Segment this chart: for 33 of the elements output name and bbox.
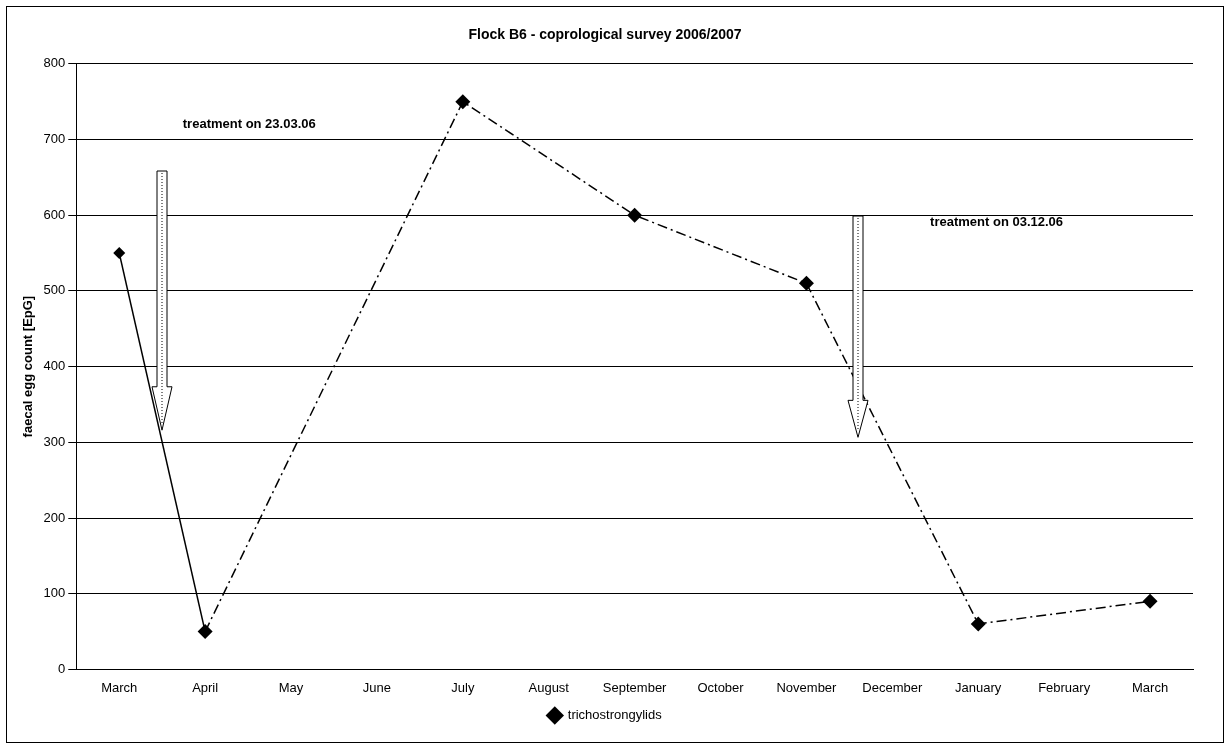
point xyxy=(455,94,471,110)
point xyxy=(113,247,126,260)
y-tick-label: 700 xyxy=(43,131,66,147)
x-tick-label: November xyxy=(776,679,838,695)
y-tick-label: 300 xyxy=(43,433,66,449)
y-tick-label: 200 xyxy=(43,509,66,525)
point xyxy=(970,616,986,632)
y-tick-label: 600 xyxy=(43,206,66,222)
annotation: treatment on 03.12.06 xyxy=(930,214,1064,230)
x-tick-label: June xyxy=(362,679,392,695)
legend-label: trichostrongylids xyxy=(567,707,663,723)
x-tick-label: March xyxy=(1131,679,1169,695)
y-tick-label: 500 xyxy=(43,282,66,298)
point xyxy=(627,207,643,223)
y-tick-label: 0 xyxy=(58,660,66,676)
x-tick-label: May xyxy=(278,679,304,695)
x-tick-label: August xyxy=(528,679,570,695)
x-tick-label: April xyxy=(192,679,219,695)
x-tick-label: February xyxy=(1038,679,1091,695)
x-tick-label: September xyxy=(602,679,668,695)
y-axis-title: faecal egg count [EpG] xyxy=(20,295,36,438)
x-tick-label: January xyxy=(955,679,1002,695)
annotation: treatment on 23.03.06 xyxy=(182,115,316,131)
x-tick-label: December xyxy=(862,679,923,695)
y-tick-label: 400 xyxy=(43,358,66,374)
x-tick-label: October xyxy=(697,679,745,695)
y-tick-label: 100 xyxy=(43,585,66,601)
x-tick-label: March xyxy=(101,679,138,695)
point xyxy=(798,275,814,291)
point xyxy=(1142,593,1158,609)
y-tick-label: 800 xyxy=(43,55,66,71)
chart-title: Flock B6 - coprological survey 2006/2007 xyxy=(468,26,742,43)
x-tick-label: July xyxy=(451,679,475,695)
